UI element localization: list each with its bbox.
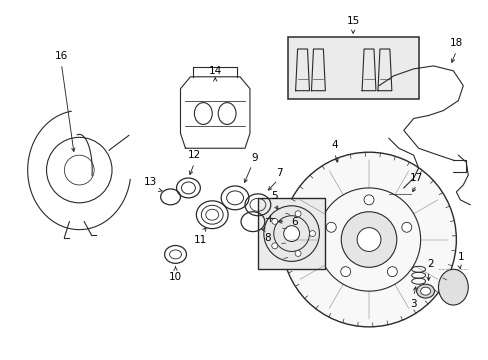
Bar (257, 198, 325, 269)
Ellipse shape (420, 287, 429, 295)
Circle shape (340, 267, 350, 276)
Ellipse shape (416, 284, 434, 298)
Text: 14: 14 (208, 66, 222, 76)
Text: 15: 15 (346, 16, 359, 26)
Circle shape (281, 152, 455, 327)
Text: 11: 11 (193, 234, 206, 244)
Circle shape (309, 231, 315, 237)
Bar (287, 37, 418, 99)
Text: 18: 18 (449, 38, 462, 48)
Text: 7: 7 (276, 168, 283, 178)
Text: 17: 17 (409, 173, 423, 183)
Bar (388, 186, 410, 200)
Circle shape (264, 206, 319, 261)
Text: 5: 5 (271, 191, 278, 201)
Text: 3: 3 (409, 299, 416, 309)
Circle shape (356, 228, 380, 251)
Circle shape (294, 211, 301, 217)
Circle shape (325, 222, 336, 232)
Text: 8: 8 (264, 233, 270, 243)
Text: 16: 16 (55, 51, 68, 61)
Circle shape (294, 251, 301, 256)
Text: 6: 6 (291, 217, 297, 227)
Circle shape (401, 222, 411, 232)
Text: 2: 2 (427, 259, 433, 269)
Circle shape (364, 195, 373, 205)
Circle shape (271, 243, 277, 249)
Circle shape (271, 219, 277, 224)
Text: 4: 4 (330, 140, 337, 150)
Text: 13: 13 (144, 177, 157, 187)
Ellipse shape (438, 269, 468, 305)
Text: 9: 9 (251, 153, 258, 163)
Circle shape (341, 212, 396, 267)
Text: 12: 12 (187, 150, 201, 160)
Circle shape (283, 226, 299, 242)
Circle shape (386, 267, 397, 276)
Text: 10: 10 (169, 272, 182, 282)
Text: 1: 1 (457, 252, 464, 262)
